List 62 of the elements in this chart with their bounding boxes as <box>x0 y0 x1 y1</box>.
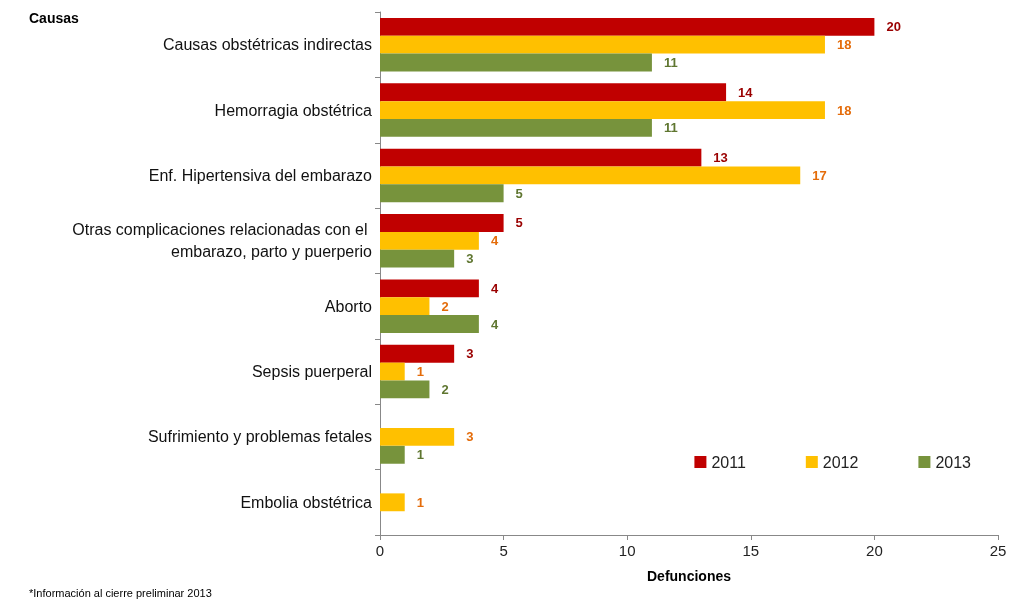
data-label: 2 <box>441 298 449 314</box>
data-label: 4 <box>490 233 499 249</box>
x-tick-label: 10 <box>618 542 636 559</box>
bar <box>380 380 430 399</box>
y-tick-label: Otras complicaciones relacionadas con el embarazo, parto y puerperio <box>72 221 373 261</box>
y-tick-label: Embolia obstétrica <box>240 493 373 511</box>
data-label: 11 <box>663 55 678 71</box>
y-tick-label: Causas obstétricas indirectas <box>163 36 372 54</box>
data-label: 18 <box>836 102 852 118</box>
bar <box>380 35 825 54</box>
data-label: 18 <box>836 37 852 53</box>
bar <box>380 362 405 381</box>
bar <box>380 279 479 298</box>
y-tick-label: Sepsis puerperal <box>251 363 372 381</box>
bar <box>380 493 405 512</box>
data-label: 5 <box>515 185 523 201</box>
bar <box>380 344 455 363</box>
bar <box>380 83 727 102</box>
y-tick-label: Sufrimiento y problemas fetales <box>147 428 372 446</box>
bar <box>380 119 652 137</box>
y-axis-title: Causas <box>29 10 80 26</box>
data-label: 3 <box>466 429 474 445</box>
bar <box>380 297 430 316</box>
x-tick-label: 15 <box>742 542 760 559</box>
data-label: 1 <box>416 364 424 380</box>
bar <box>380 231 479 250</box>
x-tick-label: 25 <box>989 542 1007 559</box>
bar <box>380 148 702 167</box>
data-label: 13 <box>713 150 728 166</box>
bar <box>380 166 801 185</box>
y-tick-label: Enf. Hipertensiva del embarazo <box>148 166 373 184</box>
bar <box>380 17 875 36</box>
legend-label: 2012 <box>822 453 859 471</box>
x-axis-title: Defunciones <box>646 568 732 584</box>
y-tick-label: Hemorragia obstétrica <box>214 101 373 119</box>
data-label: 20 <box>886 19 901 35</box>
data-label: 17 <box>812 167 827 183</box>
legend-label: 2011 <box>711 453 746 471</box>
bar <box>380 445 405 464</box>
data-label: 1 <box>416 494 424 510</box>
x-tick-label: 20 <box>866 542 883 559</box>
data-label: 3 <box>466 251 474 267</box>
bar <box>380 101 825 119</box>
y-tick-label: Aborto <box>324 297 373 315</box>
data-label: 4 <box>490 280 499 296</box>
data-label: 5 <box>515 215 523 231</box>
bar <box>380 214 504 232</box>
text: *Información al cierre preliminar 2013 <box>29 586 212 599</box>
data-label: 4 <box>490 316 499 332</box>
data-label: 11 <box>663 120 678 136</box>
bar <box>380 428 455 446</box>
x-tick-label: 5 <box>499 542 508 559</box>
data-label: 2 <box>441 381 449 397</box>
legend-label: 2013 <box>935 453 972 471</box>
bar <box>380 315 479 333</box>
bar <box>380 184 504 203</box>
bar <box>380 249 455 268</box>
x-tick-label: 0 <box>375 542 385 559</box>
data-label: 14 <box>738 84 754 100</box>
data-label: 1 <box>416 447 424 463</box>
bar <box>380 53 652 72</box>
data-label: 3 <box>466 346 474 362</box>
